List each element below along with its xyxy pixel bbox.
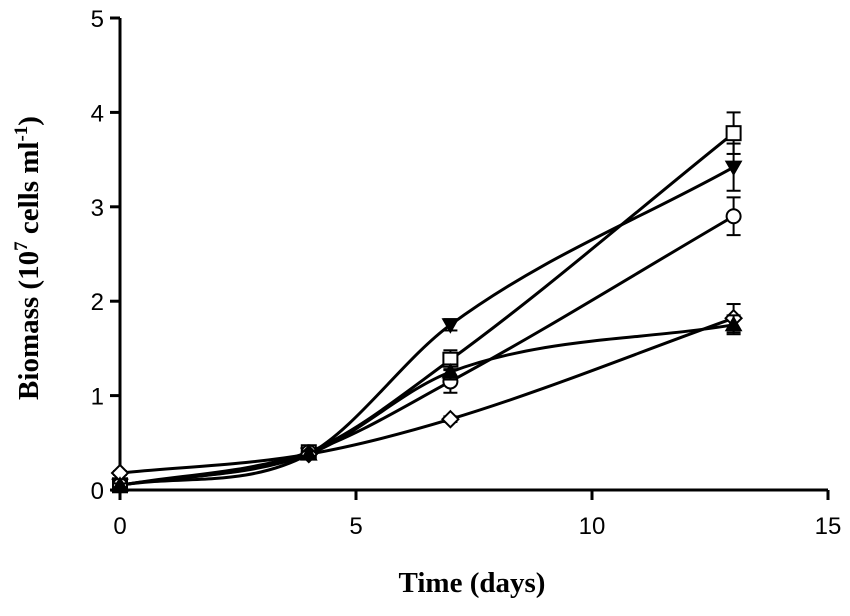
x-tick-label: 0 [113,513,126,540]
data-point [299,445,318,461]
y-tick-label: 0 [91,478,104,505]
axes [118,18,828,492]
y-tick-label: 1 [91,384,104,411]
data-point [441,362,460,379]
y-axis-title: Biomass (107 cells ml-1) [11,116,45,400]
y-axis-title-main: Biomass (10 [13,251,45,400]
x-tick-label: 5 [349,513,362,540]
data-point [724,315,743,332]
data-point [440,409,460,429]
markers [110,111,744,495]
series-line [119,323,734,487]
y-tick-label: 4 [91,100,104,127]
x-axis-title: Time (days) [399,567,546,599]
series-line [119,165,735,487]
x-tick-label: 15 [815,513,842,540]
ticks: 0 5 10 15 0 1 2 3 4 5 [91,6,842,540]
y-tick-label: 2 [91,289,104,316]
data-point [725,208,742,225]
data-point [111,476,129,492]
y-axis-title-mid: cells ml [13,142,45,242]
y-tick-label: 5 [91,6,104,33]
data-point [725,125,742,142]
curves [119,131,735,487]
x-tick-label: 10 [579,513,606,540]
y-axis-title-sup2: -1 [11,126,32,142]
y-axis-title-sup1: 7 [11,241,32,251]
series-line [119,131,735,487]
y-axis-title-end: ) [13,116,45,126]
data-point [724,160,743,177]
y-tick-label: 3 [91,195,104,222]
series-line [119,316,735,475]
data-point [441,318,460,334]
series-line [119,214,735,487]
